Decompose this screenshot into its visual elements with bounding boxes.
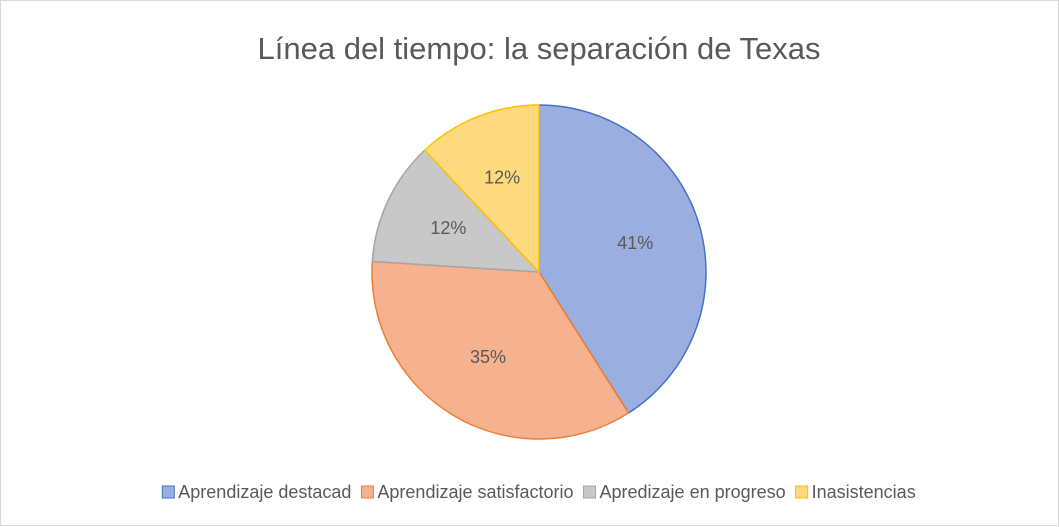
legend-label: Aprendizaje satisfactorio [377,482,573,502]
pie-slice [371,260,630,440]
data-label: 41% [617,233,653,253]
legend-swatch [583,485,597,499]
pie-slice [371,149,541,273]
legend-swatch [795,485,809,499]
legend-swatch [360,485,374,499]
legend-label: Apredizaje en progreso [600,482,786,502]
pie-slice [423,104,540,274]
pie-slice [538,104,707,415]
legend-label: Inasistencias [812,482,916,502]
chart-title: Línea del tiempo: la separación de Texas [258,31,821,66]
data-label: 12% [484,168,520,188]
legend-swatch [161,485,175,499]
data-label: 12% [430,218,466,238]
legend-label: Aprendizaje destacad [178,482,351,502]
data-label: 35% [470,347,506,367]
